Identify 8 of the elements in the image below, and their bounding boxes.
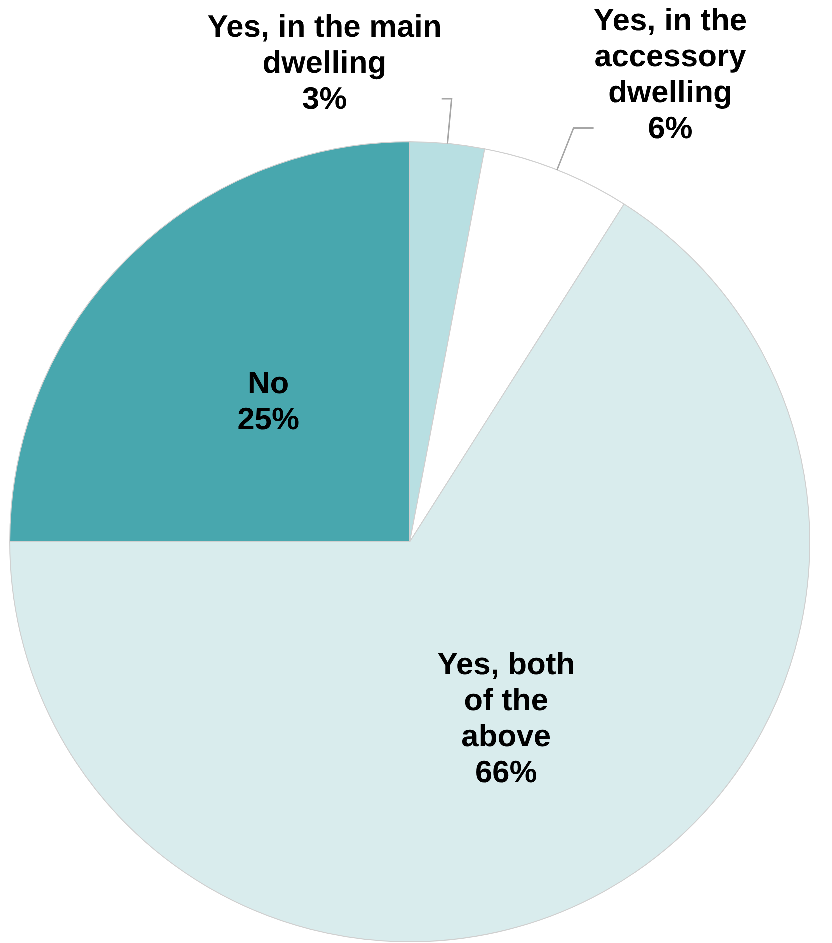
slice-label: Yes, in the accessory dwelling [594,2,748,110]
data-label: 6% [648,110,693,146]
data-label: 25% [238,402,300,437]
data-label: 3% [302,80,348,116]
slice-label: Yes, both of the above [437,646,576,754]
slice-label: Yes, in the main dwelling [208,8,442,80]
slice-label: No [248,366,290,401]
data-label: 66% [475,754,538,790]
